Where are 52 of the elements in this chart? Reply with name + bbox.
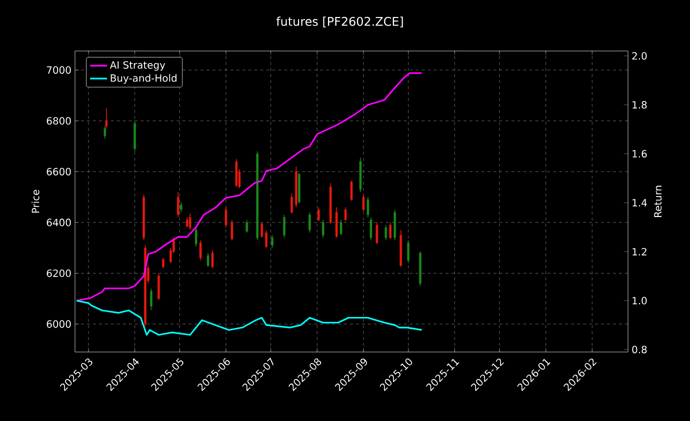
y2-tick-label: 1.8 [632,101,647,109]
candlestick [188,213,192,230]
candlestick [350,180,353,202]
candlestick [366,196,370,218]
candlestick [176,192,180,218]
y2-tick-label: 1.2 [632,248,646,256]
y2-tick-label: 1.6 [632,150,647,158]
y-tick-label: 6600 [46,168,71,176]
candlestick [376,222,378,244]
y-axis-title: Price [32,190,40,213]
line-series [76,72,423,302]
candlestick [362,194,365,212]
candlestick [260,222,263,238]
candlestick [317,206,320,222]
candlestick [150,288,152,310]
y2-tick-label: 1.4 [632,199,647,206]
candlestick [230,220,234,241]
candlestick [389,222,392,240]
candlestick [265,230,268,248]
y-tick-label: 6800 [46,117,71,125]
y-tick-label: 6400 [46,218,71,226]
legend-label: Buy-and-Hold [110,74,176,84]
candlestick [224,206,228,228]
candlestick [186,216,188,228]
candlestick [407,240,410,264]
candlestick [271,234,274,248]
candlestick [370,216,372,241]
candlestick [199,240,202,261]
candlestick [340,220,342,236]
candlestick [158,272,160,300]
candlestick [290,192,293,214]
y-tick-label: 6000 [46,320,71,328]
candlestick [308,212,311,234]
candlestick [246,220,248,234]
candlestick [206,252,210,268]
y-tick-label: 6200 [46,269,71,278]
y2-tick-label: 0.8 [632,346,647,354]
y2-tick-label: 1.0 [632,296,647,304]
candlestick [283,214,286,238]
candlestick [180,202,182,213]
candlestick [322,220,324,238]
candlestick [344,206,347,222]
candlestick [105,108,108,129]
candlestick [194,227,198,247]
chart-title: futures [PF2602.ZCE] [276,16,403,28]
legend-label: AI Strategy [110,61,166,71]
y2-axis-title: Return [654,186,662,218]
candlestick [384,224,388,241]
y-tick-label: 7000 [46,66,71,74]
y2-tick-label: 2.0 [632,52,647,60]
candlestick [211,250,214,269]
candlestick [162,258,164,269]
